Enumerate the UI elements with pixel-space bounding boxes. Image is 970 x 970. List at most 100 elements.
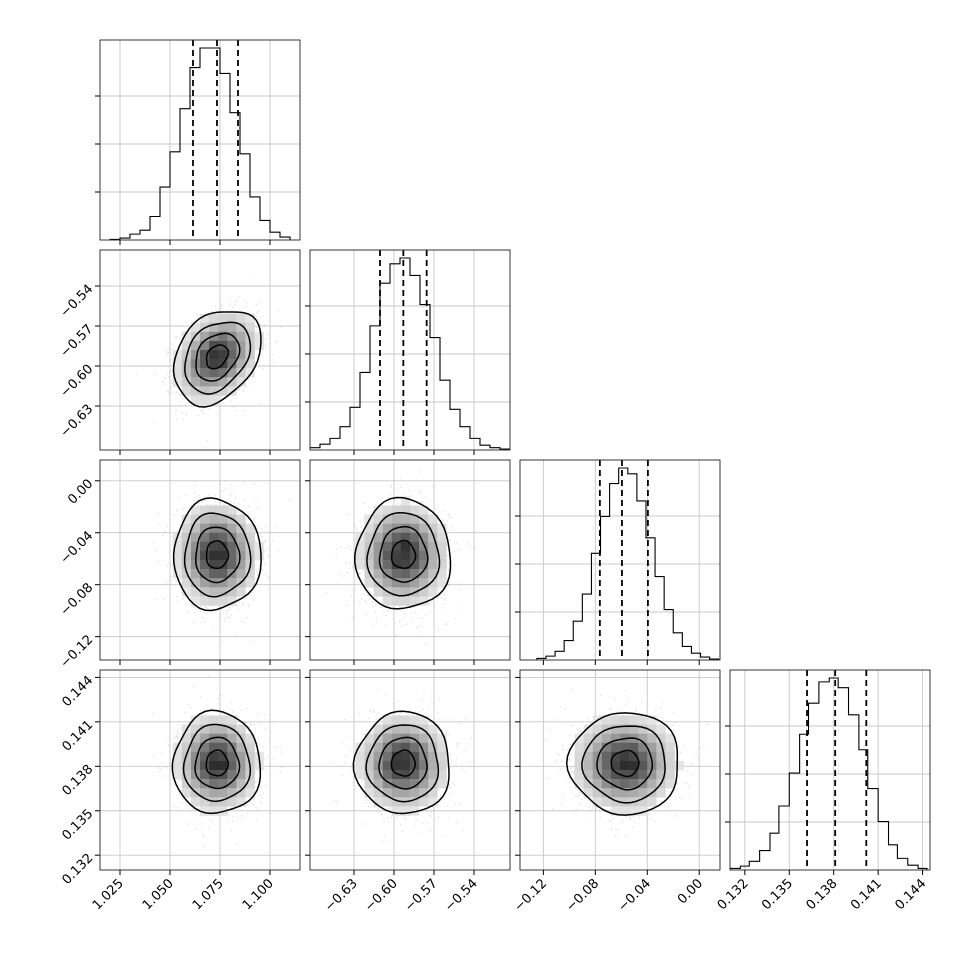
density-cell	[190, 377, 201, 387]
density-cell	[601, 742, 612, 753]
density-cell	[181, 760, 192, 771]
density-cell	[245, 523, 255, 534]
panel-3-3: 0.132 0.135 0.138 0.141 0.144	[715, 669, 931, 913]
density-cell	[200, 359, 210, 369]
contour-3-0-2	[182, 723, 252, 802]
density-cell	[172, 350, 183, 360]
density-cell	[209, 560, 219, 570]
density-cell	[355, 770, 365, 780]
density-cell	[218, 578, 228, 588]
density-cell	[610, 770, 621, 780]
density-cell	[656, 733, 666, 744]
density-cell	[428, 779, 438, 789]
density-cell	[254, 331, 264, 342]
density-cell	[218, 322, 228, 333]
panel-2-2	[515, 459, 721, 665]
x-tick-label-1-0: −0.63	[322, 876, 361, 915]
density-cell	[190, 514, 201, 524]
density-cell	[638, 724, 648, 734]
panel-3-0: 0.132 0.135 0.138 0.141 0.144 1.025 1.050 1.075…	[59, 669, 301, 913]
density-cell	[236, 724, 246, 734]
density-cell	[227, 770, 237, 780]
density-cell	[190, 779, 201, 789]
density-cell	[236, 742, 246, 753]
panel-frame	[99, 39, 301, 241]
density-cell	[181, 779, 192, 789]
density-cell	[227, 532, 237, 543]
density-cell	[583, 788, 594, 798]
density-cell	[592, 724, 603, 734]
density-cell	[373, 514, 384, 524]
density-cell	[665, 733, 675, 744]
density-cell	[410, 569, 420, 579]
density-cell	[355, 541, 365, 552]
density-cell	[190, 578, 201, 588]
density-cell	[200, 596, 210, 606]
density-cell	[647, 715, 657, 725]
density-cell	[410, 742, 420, 753]
density-cell	[364, 523, 374, 534]
density-cell	[364, 742, 374, 753]
density-cell	[218, 313, 228, 324]
density-cell	[218, 386, 228, 396]
density-cell	[382, 779, 393, 789]
density-cell	[172, 569, 183, 579]
density-cell	[400, 514, 411, 524]
density-cell	[364, 733, 374, 744]
density-cell	[200, 569, 210, 579]
density-cell	[410, 514, 420, 524]
density-cell	[236, 514, 246, 524]
density-cell	[364, 560, 374, 570]
panel-frame	[309, 459, 511, 661]
density-cell	[209, 596, 219, 606]
density-cell	[200, 788, 210, 798]
density-cell	[428, 742, 438, 753]
density-cell	[172, 541, 183, 552]
density-cell	[227, 350, 237, 360]
density-cell	[419, 742, 429, 753]
density-cell	[373, 770, 384, 780]
density-cell	[400, 779, 411, 789]
density-cell	[373, 505, 384, 515]
density-cell	[647, 751, 657, 762]
density-cell	[236, 779, 246, 789]
density-cell	[665, 770, 675, 780]
density-cell	[410, 733, 420, 744]
density-cell	[620, 742, 630, 753]
density-cell	[437, 779, 447, 789]
x-tick-label-3-1: 0.135	[759, 876, 796, 913]
density-cell	[391, 569, 402, 579]
density-cell	[200, 313, 210, 324]
density-cell	[209, 541, 219, 552]
density-cell	[209, 359, 219, 369]
density-cell	[391, 724, 402, 734]
density-cell	[218, 751, 228, 762]
density-cell	[200, 331, 210, 342]
density-cell	[218, 779, 228, 789]
density-cell	[428, 733, 438, 744]
density-cell	[410, 596, 420, 606]
density-cell	[200, 770, 210, 780]
density-cell	[373, 550, 384, 561]
density-cell	[437, 770, 447, 780]
density-cell	[181, 359, 192, 369]
density-cell	[574, 760, 584, 771]
x-tick-label-3-4: 0.144	[892, 876, 929, 913]
density-cell	[382, 760, 393, 771]
density-cell	[400, 760, 411, 771]
density-cell	[410, 724, 420, 734]
density-cell	[674, 760, 684, 771]
density-cell	[410, 770, 420, 780]
contour-3-0-3	[171, 709, 262, 815]
density-cell	[391, 788, 402, 798]
density-cell	[227, 313, 237, 324]
density-cell	[400, 806, 411, 816]
density-cell	[218, 596, 228, 606]
x-tick-label-0-2: 1.075	[190, 876, 227, 913]
density-cell	[428, 724, 438, 734]
density-cell	[638, 742, 648, 753]
density-cell	[172, 368, 183, 378]
density-cell	[200, 742, 210, 753]
panel-2-0: −0.12 −0.08 −0.04 0.00	[58, 459, 301, 671]
density-cell	[382, 514, 393, 524]
